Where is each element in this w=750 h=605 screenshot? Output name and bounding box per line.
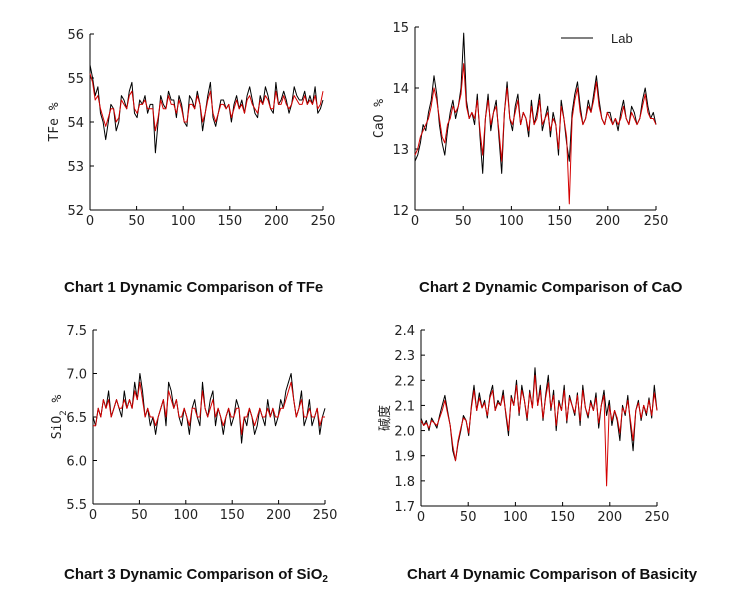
chart4-x-tick-label: 0 — [417, 510, 425, 525]
chart1-y-tick-label: 52 — [67, 204, 84, 219]
chart4-y-tick-label: 1.7 — [394, 500, 415, 515]
chart2-x-tick-label: 0 — [411, 214, 419, 229]
chart4-x-tick-label: 50 — [460, 510, 477, 525]
chart4-x-tick-label: 100 — [503, 510, 528, 525]
chart2-y-tick-label: 13 — [392, 143, 409, 158]
chart4-y-tick-label: 1.9 — [394, 450, 415, 465]
chart3-y-tick-label: 7.0 — [66, 368, 87, 383]
chart1-x-tick-label: 0 — [86, 214, 94, 229]
chart4-y-tick-label: 2.3 — [394, 349, 415, 364]
chart4-y-tick-label: 2.1 — [394, 399, 415, 414]
chart3-y-tick-label: 6.5 — [66, 411, 87, 426]
chart1-y-axis-label: TFe % — [47, 102, 62, 141]
chart2-legend-label: Lab — [611, 31, 633, 46]
chart3-caption-text: Chart 3 Dynamic Comparison of SiO — [64, 566, 323, 583]
chart3-y-tick-label: 7.5 — [66, 324, 87, 339]
chart4-caption: Chart 4 Dynamic Comparison of Basicity — [407, 566, 698, 583]
chart2-caption: Chart 2 Dynamic Comparison of CaO — [419, 279, 683, 296]
chart1-y-tick-label: 53 — [67, 160, 84, 175]
chart3-y-axis-label: SiO2 % — [50, 395, 69, 440]
chart2-y-tick-label: 12 — [392, 204, 409, 219]
chart2-y-tick-label: 14 — [392, 82, 409, 97]
chart3-y-tick-label: 5.5 — [66, 498, 87, 513]
chart2-x-tick-label: 150 — [547, 214, 572, 229]
chart1-y-tick-label: 56 — [67, 28, 84, 43]
chart1-y-tick-label: 55 — [67, 72, 84, 87]
chart3-x-tick-label: 250 — [313, 508, 338, 523]
chart1-y-tick-label: 54 — [67, 116, 84, 131]
chart3-caption: Chart 3 Dynamic Comparison of SiO2 — [64, 566, 328, 585]
chart4-x-tick-label: 150 — [550, 510, 575, 525]
chart2-x-tick-label: 50 — [455, 214, 472, 229]
chart3-x-tick-label: 200 — [266, 508, 291, 523]
chart4-y-tick-label: 2.2 — [394, 374, 415, 389]
chart2-y-tick-label: 15 — [392, 21, 409, 36]
chart3-y-tick-label: 6.0 — [66, 455, 87, 470]
chart2-x-tick-label: 200 — [595, 214, 620, 229]
chart3-x-tick-label: 100 — [173, 508, 198, 523]
chart3-x-tick-label: 150 — [220, 508, 245, 523]
chart2-x-tick-label: 100 — [499, 214, 524, 229]
chart4-x-tick-label: 200 — [597, 510, 622, 525]
chart4-y-tick-label: 1.8 — [394, 475, 415, 490]
chart2-series-black-line — [414, 32, 657, 174]
chart2-x-tick-label: 250 — [644, 214, 669, 229]
chart1-caption: Chart 1 Dynamic Comparison of TFe — [64, 279, 324, 296]
chart2-series-red-line — [414, 63, 657, 205]
chart1-x-tick-label: 250 — [311, 214, 336, 229]
chart1-series-red-line — [89, 73, 324, 132]
chart4-y-tick-label: 2.0 — [394, 425, 415, 440]
chart3-x-tick-label: 0 — [89, 508, 97, 523]
chart1-x-tick-label: 150 — [217, 214, 242, 229]
chart2-y-axis-label: CaO % — [372, 99, 387, 138]
chart4-x-tick-label: 250 — [645, 510, 670, 525]
chart4-y-axis-label: 碱度 — [377, 405, 393, 431]
chart4-series-red-line — [420, 374, 658, 487]
chart3-caption-subscript: 2 — [322, 574, 328, 585]
chart1-x-tick-label: 50 — [128, 214, 145, 229]
chart1-x-tick-label: 100 — [171, 214, 196, 229]
chart3-series-red-line — [93, 381, 325, 435]
chart3-x-tick-label: 50 — [131, 508, 148, 523]
chart1-x-tick-label: 200 — [264, 214, 289, 229]
chart4-y-tick-label: 2.4 — [394, 324, 415, 339]
